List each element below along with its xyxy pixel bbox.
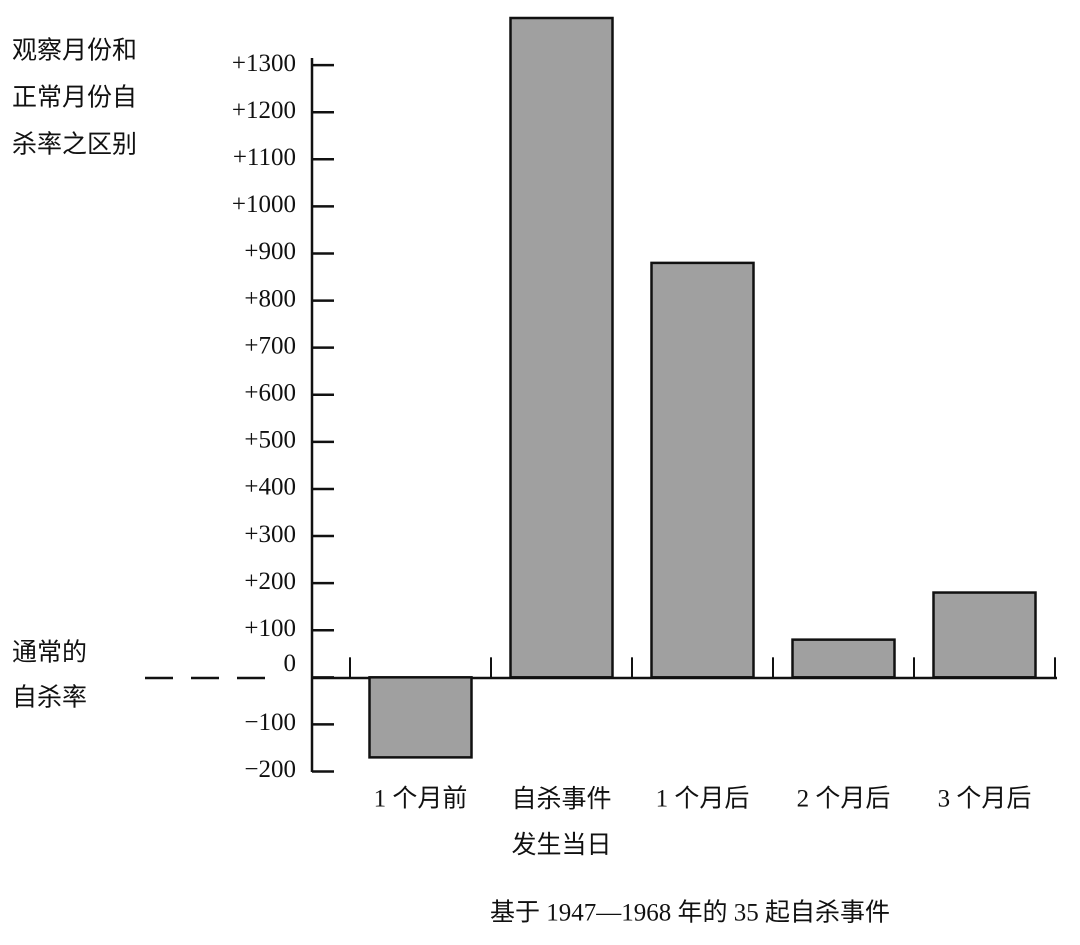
y-tick-label: −100 — [244, 709, 296, 736]
y-tick-label: +900 — [244, 238, 296, 265]
y-label-line: 正常月份自 — [12, 84, 137, 112]
y-label-line: 观察月份和 — [12, 37, 137, 65]
y-tick-label: +1200 — [232, 97, 296, 124]
bar — [791, 638, 896, 679]
bar — [509, 16, 614, 679]
bar — [932, 591, 1037, 679]
x-tick-label: 2 个月后 — [797, 785, 891, 813]
y-tick-label: +500 — [244, 427, 296, 454]
y-tick-label: +300 — [244, 521, 296, 548]
x-tick-label: 3 个月后 — [938, 785, 1032, 813]
annotation-line: 自杀率 — [12, 684, 87, 712]
caption: 基于 1947—1968 年的 35 起自杀事件 — [490, 899, 890, 927]
y-tick-label: +1100 — [233, 144, 296, 171]
y-tick-label: +400 — [244, 474, 296, 501]
y-tick-label: +200 — [244, 568, 296, 595]
y-tick-label: +1300 — [232, 50, 296, 77]
x-tick-label: 1 个月前 — [374, 785, 468, 813]
y-tick-label: 0 — [284, 650, 297, 677]
y-tick-label: +100 — [244, 615, 296, 642]
y-tick-label: −200 — [244, 756, 296, 783]
x-tick-label: 自杀事件发生当日 — [511, 785, 611, 859]
y-tick-label: +800 — [244, 285, 296, 312]
y-tick-label: +1000 — [232, 191, 296, 218]
bar — [368, 676, 473, 759]
bar — [650, 261, 755, 679]
x-tick-label: 1 个月后 — [656, 785, 750, 813]
annotation-line: 通常的 — [12, 639, 87, 667]
y-label-line: 杀率之区别 — [12, 131, 137, 159]
y-tick-label: +600 — [244, 379, 296, 406]
y-tick-label: +700 — [244, 332, 296, 359]
